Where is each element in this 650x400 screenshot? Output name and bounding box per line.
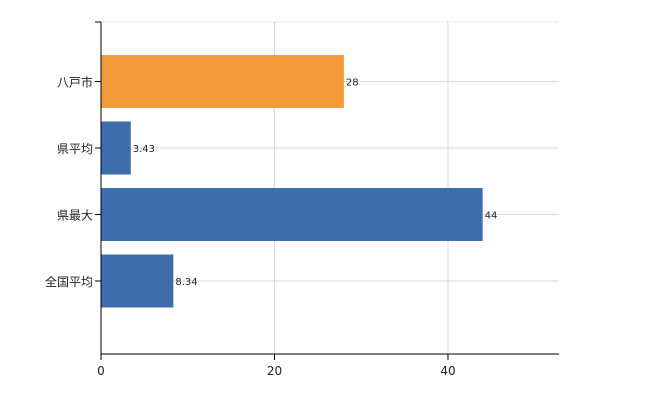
y-category-label: 八戸市: [57, 75, 93, 90]
data-label: 44: [485, 211, 498, 222]
data-label: 28: [346, 78, 359, 89]
bar: [101, 254, 174, 308]
bar: [101, 188, 483, 241]
y-category-label: 全国平均: [45, 274, 93, 289]
x-tick-label: 0: [97, 364, 105, 378]
bars: [101, 55, 483, 308]
labels: 28 3.43 44 8.34: [133, 78, 498, 289]
bar: [101, 121, 131, 175]
data-label: 8.34: [175, 277, 197, 288]
x-tick-label: 20: [267, 364, 282, 378]
x-tick-label: 40: [440, 364, 455, 378]
y-category-label: 県平均: [57, 142, 93, 156]
data-label: 3.43: [133, 144, 155, 155]
bar: [101, 55, 344, 108]
y-category-label: 県最大: [57, 209, 93, 223]
